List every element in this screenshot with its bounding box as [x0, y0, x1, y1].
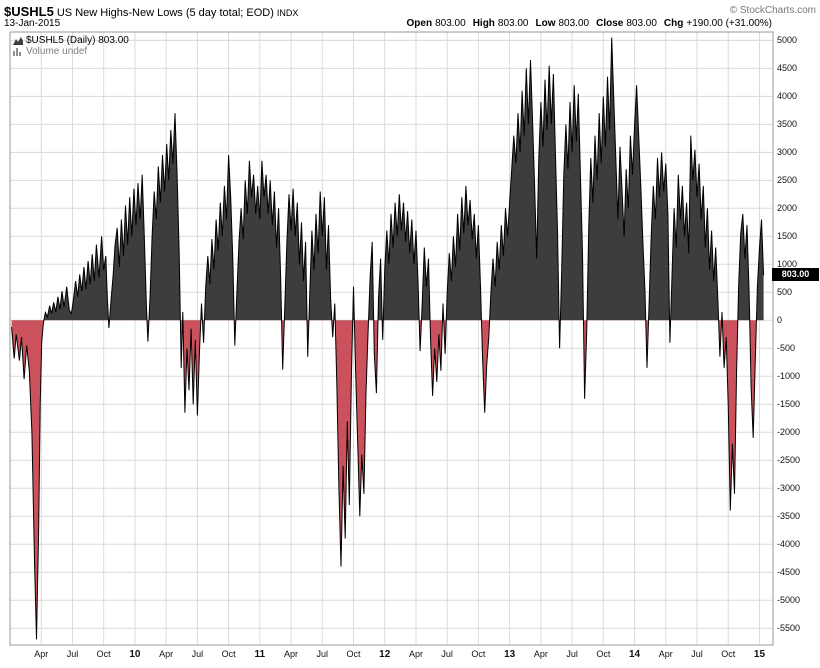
- quote-field-value: 803.00: [497, 18, 529, 29]
- x-tick-label: Oct: [471, 649, 486, 659]
- y-tick-label: 4500: [777, 63, 798, 74]
- x-tick-label: Oct: [346, 649, 361, 659]
- chart-description: US New Highs-New Lows (5 day total; EOD): [56, 7, 274, 19]
- x-tick-label: 13: [504, 649, 516, 660]
- area-chart-icon: [13, 37, 23, 45]
- x-tick-label: Apr: [159, 649, 174, 659]
- x-tick-label: Oct: [721, 649, 736, 659]
- legend-volume-label: Volume undef: [26, 46, 88, 57]
- x-tick-label: Oct: [596, 649, 611, 659]
- quote-field-value: 803.00: [558, 18, 590, 29]
- quote-field-label: Open: [406, 18, 433, 29]
- y-tick-label: -1500: [777, 399, 801, 410]
- y-tick-label: 1500: [777, 231, 798, 242]
- x-tick-label: Jul: [441, 649, 453, 659]
- symbol: $USHL5: [4, 4, 54, 19]
- x-tick-label: Apr: [34, 649, 49, 659]
- quote-field-value: 803.00: [626, 18, 657, 29]
- x-tick-label: Apr: [658, 649, 673, 659]
- quote-field-value: +190.00 (+31.00%): [686, 18, 772, 29]
- y-tick-label: 0: [777, 315, 783, 326]
- x-tick-label: 15: [753, 649, 766, 660]
- y-tick-label: -2500: [777, 455, 801, 466]
- quote-field-label: Chg: [663, 18, 684, 29]
- x-tick-label: Jul: [66, 649, 79, 659]
- legend-primary: $USHL5 (Daily) 803.00: [13, 35, 129, 46]
- y-tick-label: -4500: [777, 567, 801, 578]
- x-tick-label: 12: [379, 649, 391, 660]
- x-tick-label: Jul: [691, 649, 703, 659]
- ohlc-row: Open 803.00 High 803.00 Low 803.00 Close 803.00…: [400, 18, 772, 29]
- x-tick-label: Apr: [533, 649, 548, 659]
- quote-field-label: High: [472, 18, 495, 29]
- x-tick-label: Oct: [221, 649, 236, 659]
- y-tick-label: 4000: [777, 91, 798, 102]
- quote-field-value: 803.00: [435, 18, 466, 29]
- quote-field-label: Close: [596, 18, 624, 29]
- last-price-axis-tag: 803.00: [772, 268, 819, 282]
- x-tick-label: Jul: [191, 649, 204, 659]
- x-tick-label: Apr: [284, 649, 299, 659]
- x-tick-label: Oct: [96, 649, 111, 659]
- legend-primary-label: $USHL5 (Daily) 803.00: [26, 35, 129, 46]
- y-tick-label: -500: [777, 343, 796, 354]
- legend-volume: Volume undef: [13, 46, 87, 57]
- y-tick-label: -2000: [777, 427, 801, 438]
- y-tick-label: 2500: [777, 175, 798, 186]
- y-tick-label: -3000: [777, 483, 801, 494]
- x-tick-label: 14: [628, 649, 641, 660]
- copyright-watermark: © StockCharts.com: [729, 5, 816, 16]
- y-tick-label: 1000: [777, 259, 798, 270]
- y-tick-label: 2000: [777, 203, 798, 214]
- quote-field-label: Low: [535, 18, 556, 29]
- chart-title-row: $USHL5 US New Highs-New Lows (5 day total…: [4, 3, 298, 21]
- y-tick-label: -5500: [777, 623, 801, 634]
- exchange-tag: INDX: [276, 8, 299, 18]
- quote-date: 13-Jan-2015: [4, 18, 61, 29]
- y-tick-label: -3500: [777, 511, 801, 522]
- x-tick-label: Apr: [408, 649, 423, 659]
- y-tick-label: -1000: [777, 371, 801, 382]
- y-tick-label: 3500: [777, 119, 798, 130]
- y-tick-label: 5000: [777, 35, 798, 46]
- y-tick-label: 500: [777, 287, 793, 298]
- y-tick-label: -5000: [777, 595, 801, 606]
- x-tick-label: Jul: [316, 649, 329, 659]
- x-tick-label: Jul: [566, 649, 578, 659]
- x-tick-label: 10: [129, 649, 141, 660]
- x-tick-label: 11: [254, 649, 266, 660]
- volume-bars-icon: [13, 48, 21, 56]
- y-tick-label: 3000: [777, 147, 798, 158]
- y-tick-label: -4000: [777, 539, 801, 550]
